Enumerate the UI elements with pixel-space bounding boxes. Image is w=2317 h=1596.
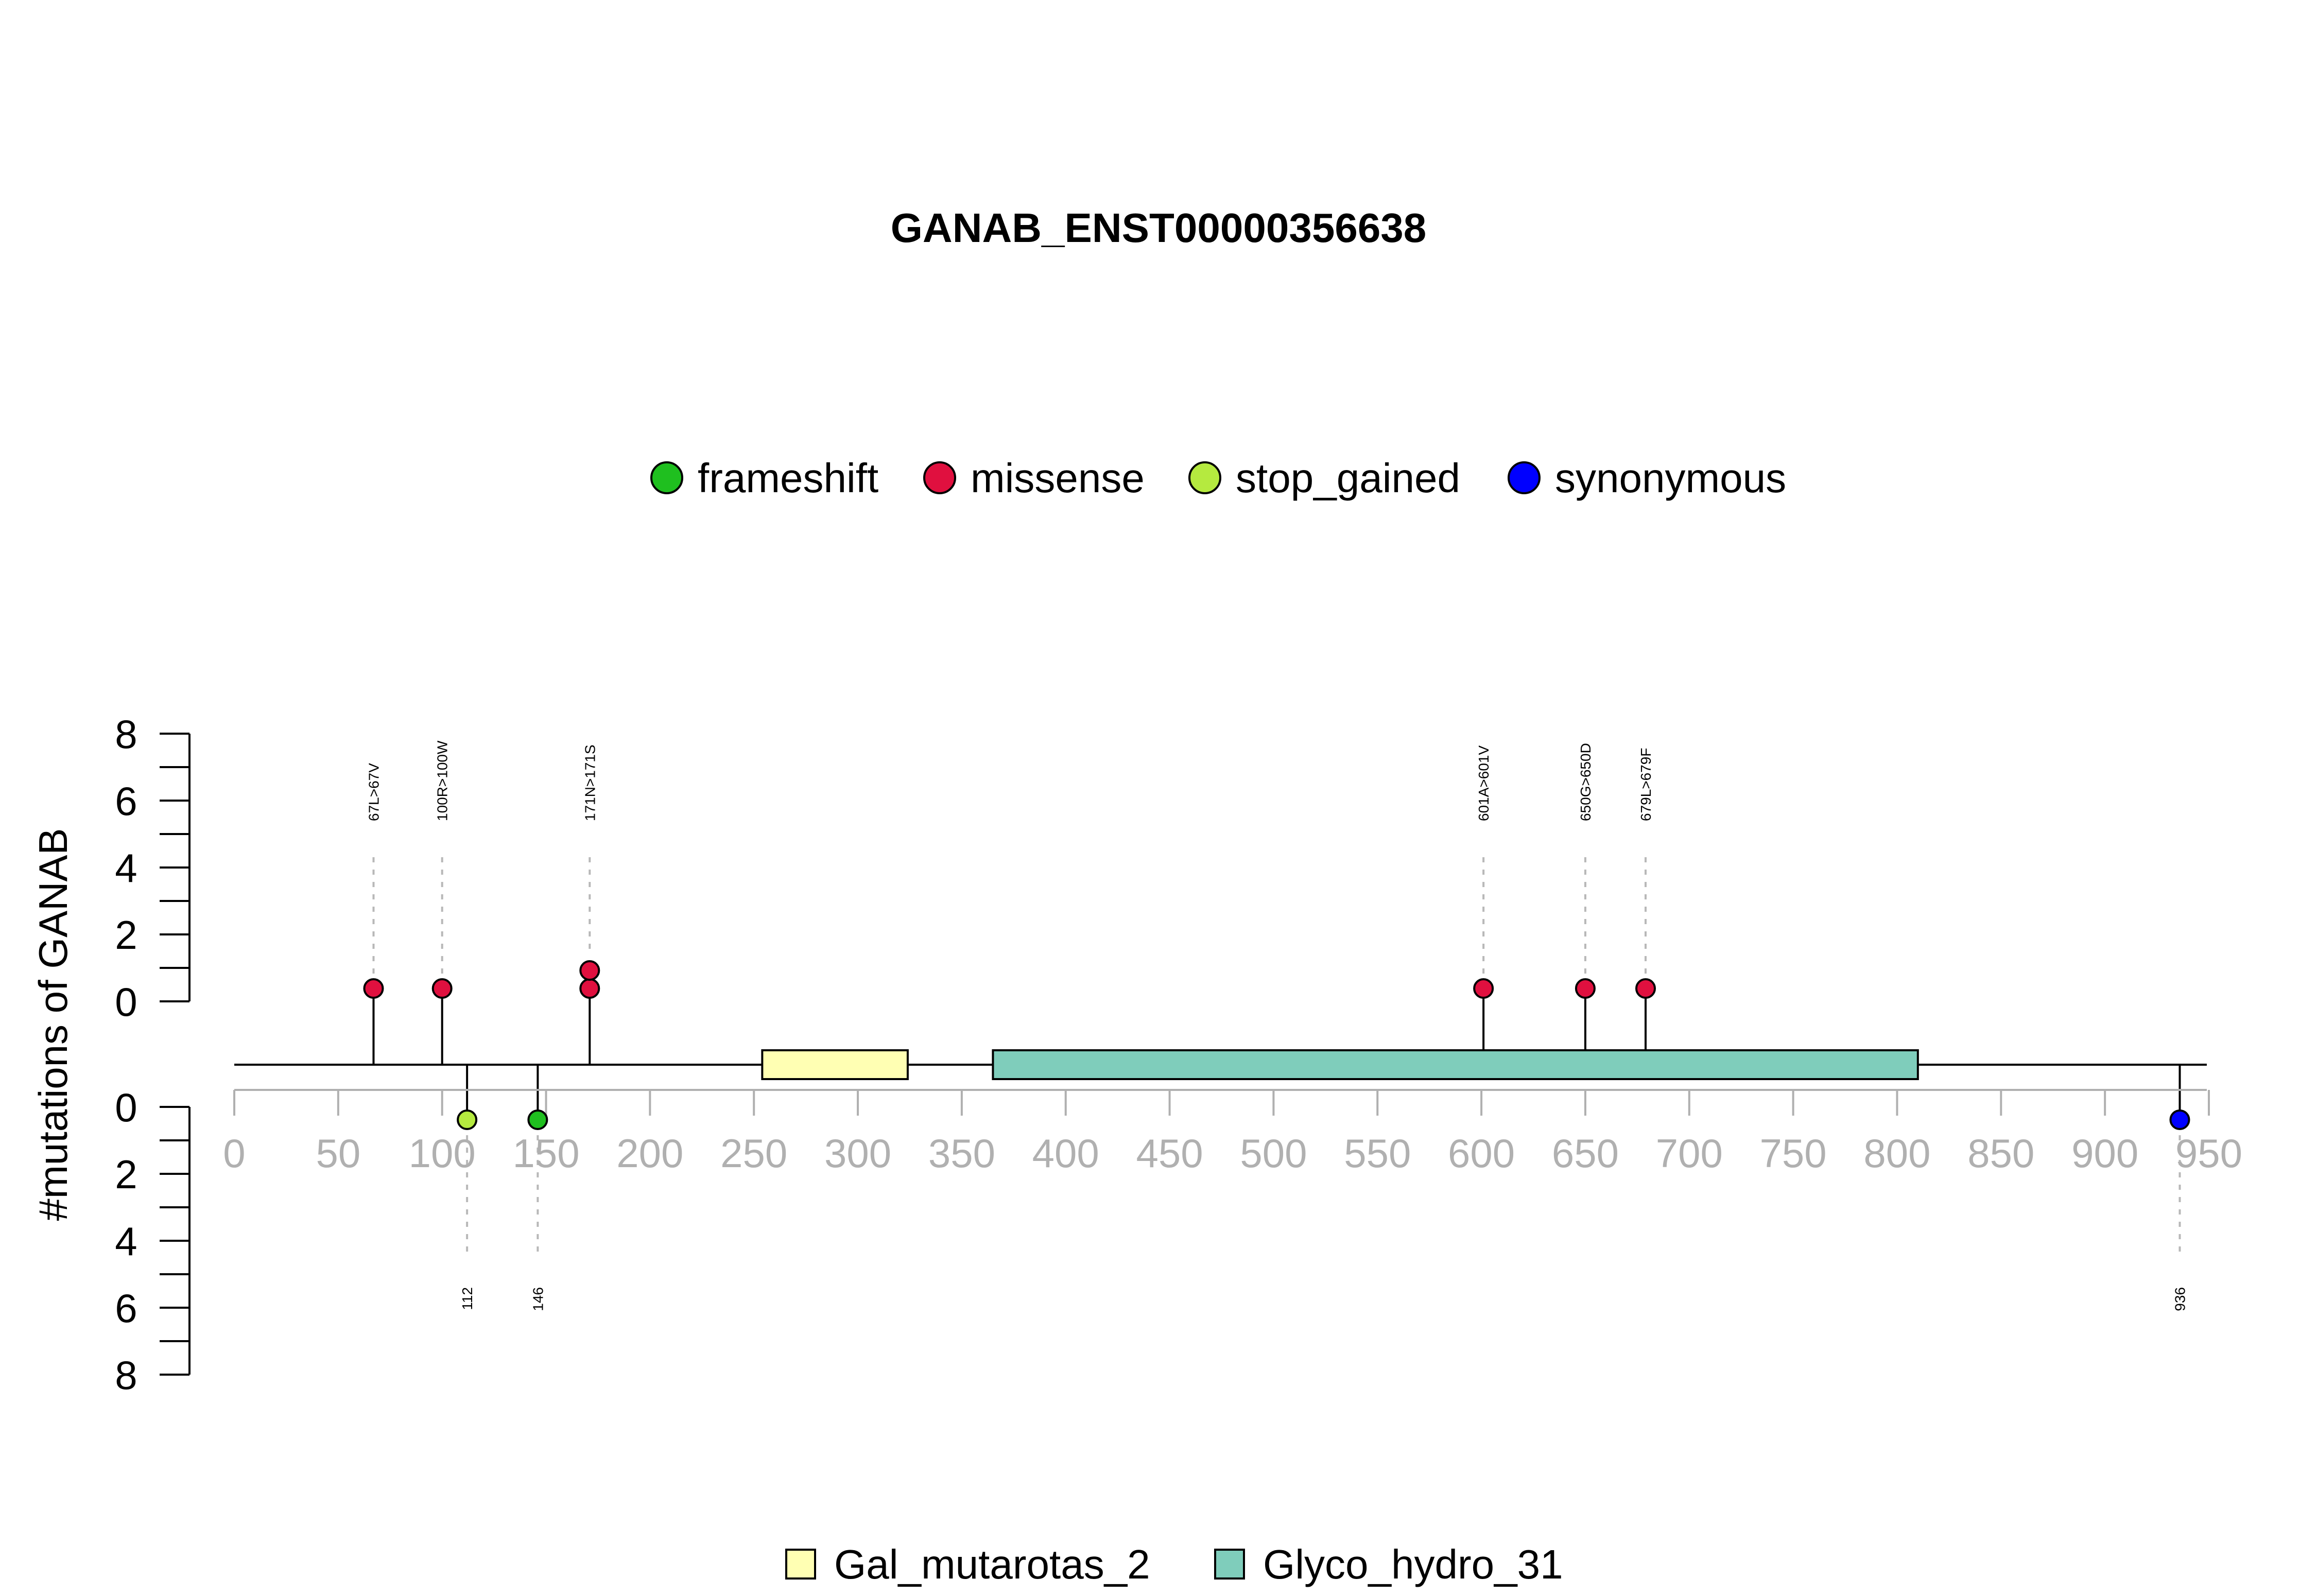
x-tick-label: 500 [1240,1131,1307,1176]
x-tick-label: 450 [1136,1131,1203,1176]
mutation-point [579,978,600,999]
x-tick-label: 750 [1760,1131,1827,1176]
legend-stop_gained-icon [1188,461,1221,494]
mutation-label: 679L>679F [1638,748,1654,821]
x-tick-label: 0 [223,1131,245,1176]
x-tick-label: 700 [1656,1131,1723,1176]
mutation-point [1575,978,1596,999]
x-tick-label: 800 [1863,1131,1930,1176]
legend-missense-label: missense [971,455,1145,501]
mutation-type-legend: frameshift missense stop_gained synonymous [650,455,1786,501]
x-tick-label: 650 [1552,1131,1619,1176]
x-tick-label: 50 [316,1131,360,1176]
legend-domain-Glyco_hydro_31-icon [1214,1549,1245,1580]
mutation-label: 146 [530,1287,546,1311]
legend-domain-Gal_mutarotas_2-label: Gal_mutarotas_2 [834,1541,1150,1587]
x-tick-label: 150 [512,1131,579,1176]
y-tick-label-lower: 0 [115,1085,137,1130]
mutation-label: 67L>67V [366,763,382,821]
legend-frameshift-icon [650,461,683,494]
mutation-label: 601A>601V [1476,745,1492,821]
mutation-point [2169,1109,2190,1130]
x-tick-label: 100 [409,1131,476,1176]
mutation-points [363,960,2190,1130]
mutation-point [431,978,453,999]
chart-title: GANAB_ENST00000356638 [891,205,1427,251]
y-tick-label-upper: 2 [115,912,137,958]
x-tick-label: 950 [2175,1131,2242,1176]
legend-synonymous-icon [1508,461,1541,494]
y-axes: 0 2 4 6 8 0 2 4 6 8 [115,712,191,1398]
mutation-stems: 67L>67V 100R>100W 171N>171S 601A>601V 650G>6… [366,740,2188,1311]
legend-domain-Gal_mutarotas_2-icon [785,1549,816,1580]
x-tick-label: 300 [824,1131,891,1176]
domain-legend: Gal_mutarotas_2 Glyco_hydro_31 [785,1541,1563,1587]
x-tick-label: 900 [2071,1131,2138,1176]
x-tick-label: 250 [720,1131,787,1176]
mutation-label: 112 [459,1287,475,1310]
x-tick-label: 600 [1448,1131,1515,1176]
mutation-label: 171N>171S [582,744,598,821]
protein-domains [761,1049,1919,1080]
legend-domain-Glyco_hydro_31-label: Glyco_hydro_31 [1263,1541,1563,1587]
y-tick-label-lower: 4 [115,1219,137,1264]
y-axis-label: #mutations of GANAB [30,828,76,1221]
mutation-label: 650G>650D [1578,743,1594,821]
mutation-point [527,1109,548,1130]
mutation-point [1635,978,1656,999]
x-tick-label: 350 [928,1131,995,1176]
y-tick-label-upper: 4 [115,845,137,891]
legend-missense-icon [923,461,956,494]
mutation-point [579,960,600,981]
mutation-label: 936 [2172,1287,2188,1311]
y-tick-label-lower: 2 [115,1152,137,1197]
y-tick-label-upper: 0 [115,979,137,1025]
x-tick-label: 400 [1032,1131,1099,1176]
domain-Glyco_hydro_31 [992,1049,1919,1080]
y-tick-label-upper: 6 [115,778,137,824]
y-tick-label-lower: 6 [115,1286,137,1331]
mutation-label: 100R>100W [435,740,451,821]
legend-frameshift-label: frameshift [698,455,878,501]
mutation-point [363,978,384,999]
legend-stop_gained-label: stop_gained [1236,455,1460,501]
domain-Gal_mutarotas_2 [761,1049,909,1080]
y-tick-label-upper: 8 [115,712,137,757]
x-tick-label: 850 [1967,1131,2034,1176]
mutation-point [457,1109,478,1130]
mutation-point [1473,978,1494,999]
x-tick-label: 550 [1344,1131,1411,1176]
x-tick-label: 200 [616,1131,683,1176]
y-tick-label-lower: 8 [115,1352,137,1398]
x-axis: 0 50 100 150 200 250 300 350 400 450 500 550 600 650 7… [223,1089,2242,1176]
legend-synonymous-label: synonymous [1555,455,1786,501]
